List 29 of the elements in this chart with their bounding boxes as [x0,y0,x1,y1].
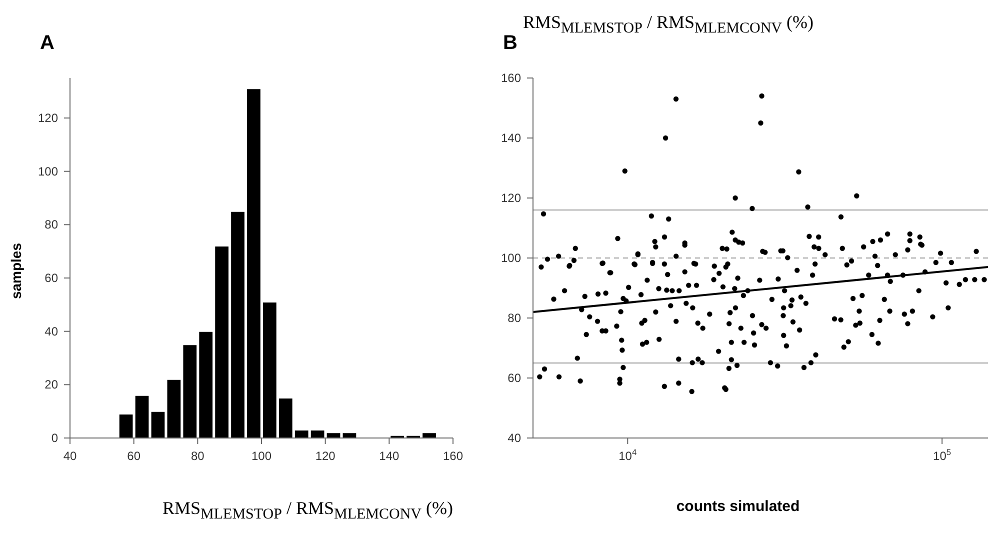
y-axis-title: RMS$_{MLEMSTOP}$ / RMS$_{MLEMCONV}$ (%) [523,12,814,38]
x-tick-label: 160 [442,449,464,463]
y-tick-label: 160 [500,71,522,85]
x-tick-label: 40 [63,449,77,463]
x-tick-label: 10$^{4}$ [618,447,637,463]
x-tick-label: 120 [315,449,336,463]
x-tick-label: 100 [251,449,272,463]
y-tick-label: 120 [500,191,522,205]
y-tick-label: 60 [508,371,522,385]
x-axis-title: counts simulated [675,498,801,515]
y-tick-label: 140 [500,131,522,145]
y-axis-title: samples [8,242,24,302]
y-tick-label: 80 [44,218,58,232]
x-tick-label: 140 [379,449,400,463]
x-tick-label: 10$^{5}$ [933,447,952,463]
y-tick-label: 100 [500,251,522,265]
y-tick-label: 0 [51,431,58,445]
y-tick-label: 40 [44,324,58,338]
chart-title: A [40,32,54,55]
y-tick-label: 20 [44,378,58,392]
chart-title: B [503,32,518,55]
x-tick-label: 80 [190,449,205,463]
x-tick-label: 60 [127,449,141,463]
y-tick-label: 60 [44,271,58,285]
y-tick-label: 100 [38,164,58,178]
y-tick-label: 80 [508,311,522,325]
x-axis-title: RMS$_{MLEMSTOP}$ / RMS$_{MLEMCONV}$ (%) [162,498,453,524]
y-tick-label: 40 [508,431,522,445]
y-tick-label: 120 [38,111,58,125]
